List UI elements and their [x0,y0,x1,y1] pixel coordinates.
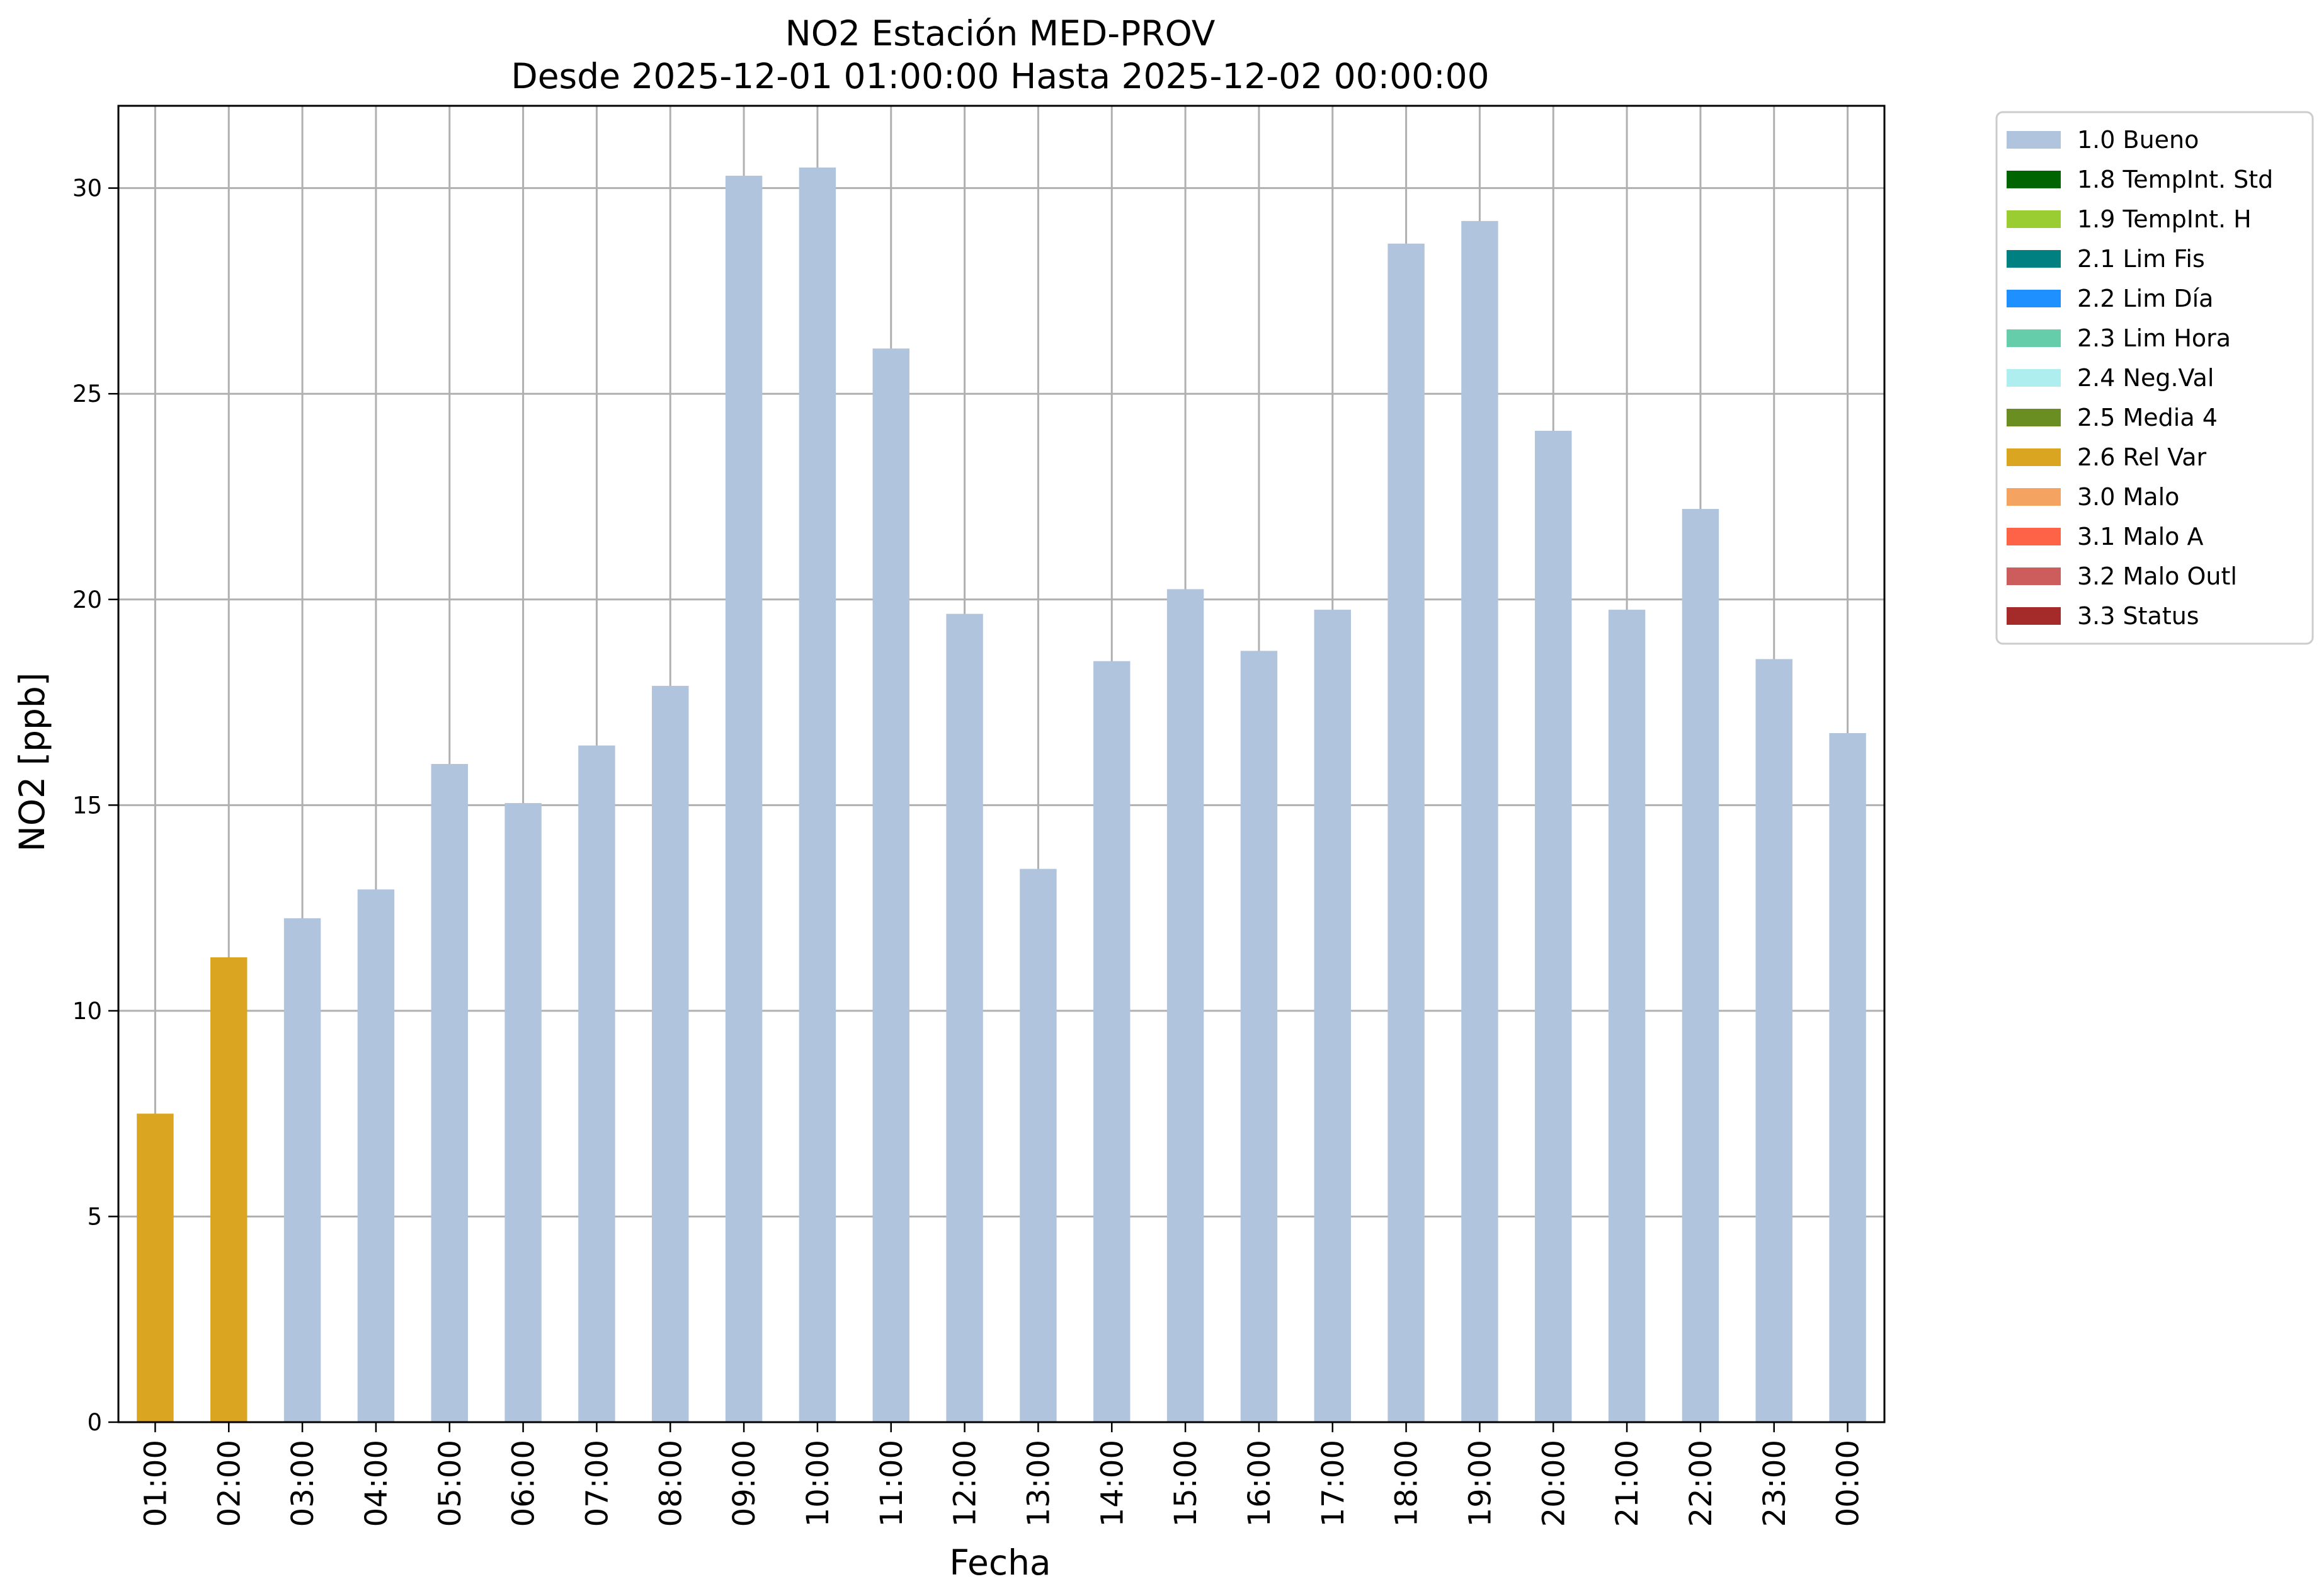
chart-subtitle: Desde 2025-12-01 01:00:00 Hasta 2025-12-… [511,56,1489,96]
legend-label: 2.3 Lim Hora [2077,324,2231,352]
legend-items: 1.0 Bueno 1.8 TempInt. Std 1.9 TempInt. H 2… [2007,126,2273,630]
x-tick-label: 19:00 [1462,1440,1498,1527]
legend-swatch [2007,329,2061,347]
x-tick-label: 07:00 [579,1440,615,1527]
bar [872,348,909,1422]
legend-swatch [2007,448,2061,466]
x-axis-ticks: 01:00 02:00 03:00 04:00 05:00 06:00 07:00 08:00… [138,1422,1866,1527]
legend-box [1995,111,2314,645]
legend-swatch [2007,567,2061,585]
bar [357,889,395,1422]
legend-label: 3.1 Malo A [2077,523,2203,550]
bar [283,918,321,1422]
x-tick-label: 00:00 [1831,1440,1866,1527]
bar [137,1114,174,1422]
x-tick-label: 08:00 [653,1440,688,1527]
legend-swatch [2007,607,2061,625]
bar [1020,869,1057,1422]
y-tick-label: 10 [72,998,102,1025]
legend: 1.0 Bueno 1.8 TempInt. Std 1.9 TempInt. H 2… [1995,111,2314,645]
bar [1608,610,1646,1422]
x-tick-label: 20:00 [1536,1440,1571,1527]
x-tick-label: 01:00 [138,1440,173,1527]
x-tick-label: 05:00 [433,1440,468,1527]
legend-label: 3.2 Malo Outl [2077,562,2237,590]
bar [1461,220,1498,1422]
x-tick-label: 04:00 [359,1440,394,1527]
x-tick-label: 11:00 [874,1440,909,1527]
legend-label: 1.9 TempInt. H [2077,205,2252,233]
legend-swatch [2007,369,2061,387]
x-tick-label: 12:00 [948,1440,983,1527]
x-tick-label: 21:00 [1610,1440,1645,1527]
y-tick-label: 15 [72,792,102,819]
x-tick-label: 14:00 [1095,1440,1130,1527]
bar [1240,651,1278,1422]
bar [1093,661,1131,1422]
bar [578,745,615,1422]
legend-swatch [2007,528,2061,545]
x-tick-label: 22:00 [1684,1440,1719,1527]
bar [1387,243,1425,1422]
legend-swatch [2007,250,2061,268]
bar [1682,509,1719,1422]
bar [1829,733,1866,1422]
plot-area: 0 5 10 15 20 25 30 01:00 02:00 03:00 04:00 05:00 06… [72,105,1886,1527]
x-tick-label: 17:00 [1316,1440,1351,1527]
bar [799,167,836,1422]
bar [1535,430,1572,1422]
legend-label: 2.1 Lim Fis [2077,245,2205,273]
bar [946,613,983,1422]
legend-label: 2.6 Rel Var [2077,443,2207,471]
plot-frame [117,105,1886,1423]
bar [1314,610,1351,1422]
bar [652,685,689,1422]
legend-label: 2.2 Lim Día [2077,285,2213,312]
legend-label: 1.8 TempInt. Std [2077,166,2273,193]
legend-swatch [2007,488,2061,506]
y-tick-label: 25 [72,380,102,408]
bar [210,957,248,1422]
x-tick-label: 13:00 [1021,1440,1056,1527]
legend-label: 3.3 Status [2077,602,2199,630]
bar [725,176,763,1422]
x-tick-label: 18:00 [1389,1440,1425,1527]
plot-background [118,106,1884,1422]
legend-label: 2.4 Neg.Val [2077,364,2214,392]
bar [1166,589,1204,1422]
x-tick-label: 23:00 [1757,1440,1792,1527]
bar [504,803,542,1422]
legend-swatch [2007,131,2061,149]
legend-label: 2.5 Media 4 [2077,404,2218,431]
legend-label: 3.0 Malo [2077,483,2179,511]
x-tick-label: 06:00 [506,1440,542,1527]
x-tick-label: 09:00 [727,1440,762,1527]
x-tick-label: 10:00 [801,1440,836,1527]
x-tick-label: 16:00 [1242,1440,1277,1527]
y-axis-ticks: 0 5 10 15 20 25 30 [72,175,118,1436]
x-tick-label: 03:00 [285,1440,321,1527]
y-tick-label: 0 [87,1409,102,1436]
y-axis-label: NO2 [ppb] [12,673,52,852]
y-tick-label: 5 [87,1203,102,1230]
legend-swatch [2007,210,2061,228]
bar [431,764,468,1422]
bars [137,167,1866,1422]
legend-swatch [2007,171,2061,188]
y-tick-label: 20 [72,586,102,613]
legend-swatch [2007,409,2061,426]
bar [1755,659,1792,1422]
x-axis-label: Fecha [949,1542,1051,1583]
x-tick-label: 02:00 [212,1440,247,1527]
x-tick-label: 15:00 [1168,1440,1204,1527]
chart-title: NO2 Estación MED-PROV [785,13,1216,54]
y-tick-label: 30 [72,175,102,202]
legend-label: 1.0 Bueno [2077,126,2199,154]
legend-swatch [2007,290,2061,307]
